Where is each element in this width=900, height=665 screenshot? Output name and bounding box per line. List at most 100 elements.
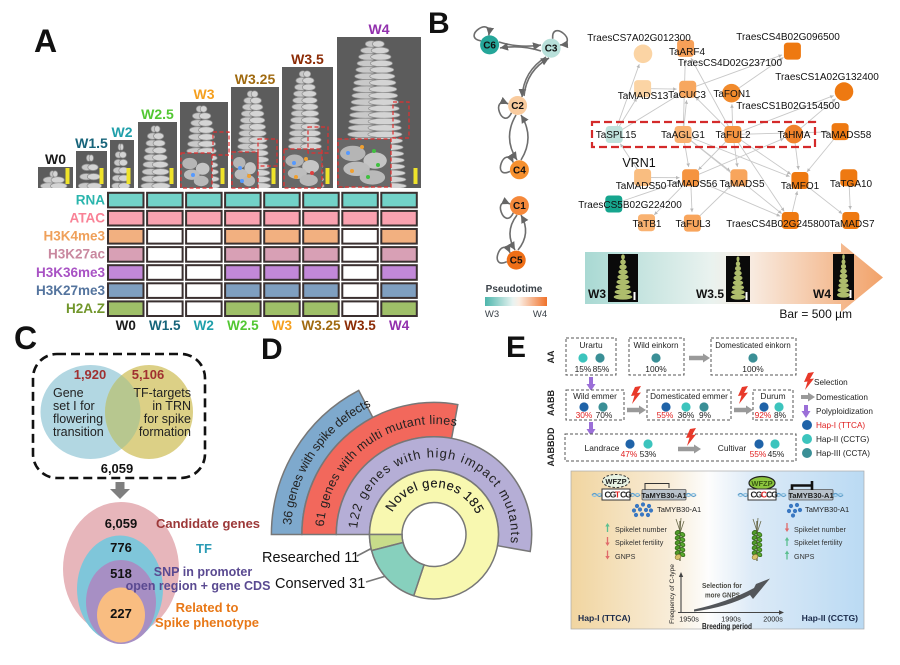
svg-text:5,106: 5,106: [132, 367, 165, 382]
svg-text:Durum: Durum: [760, 391, 785, 401]
svg-text:Bar = 500 µm: Bar = 500 µm: [779, 307, 852, 321]
svg-text:W3: W3: [272, 318, 293, 333]
svg-text:C4: C4: [513, 165, 526, 176]
svg-text:Hap-II (CCTG): Hap-II (CCTG): [802, 613, 858, 623]
svg-text:Domestication: Domestication: [816, 393, 868, 402]
svg-text:W2: W2: [112, 124, 133, 140]
svg-text:C: C: [605, 490, 611, 500]
svg-text:AA: AA: [546, 350, 556, 363]
svg-text:TF-targets: TF-targets: [133, 386, 191, 400]
svg-text:Conserved 31: Conserved 31: [275, 576, 365, 592]
svg-text:45%: 45%: [768, 449, 785, 459]
svg-text:TaMYB30-A1: TaMYB30-A1: [805, 505, 849, 514]
svg-text:W2.5: W2.5: [141, 106, 174, 122]
svg-text:TaFUL2: TaFUL2: [715, 130, 750, 141]
svg-text:92%: 92%: [755, 410, 772, 420]
svg-text:Urartu: Urartu: [579, 340, 603, 350]
svg-text:227: 227: [110, 606, 132, 621]
svg-text:Breeding period: Breeding period: [702, 622, 752, 631]
svg-text:A: A: [34, 23, 57, 59]
svg-text:H3K4me3: H3K4me3: [43, 229, 105, 244]
svg-text:C6: C6: [483, 40, 496, 51]
svg-text:C: C: [14, 320, 37, 356]
svg-text:TaMYB30-A1: TaMYB30-A1: [641, 491, 686, 500]
svg-text:TaMFO1: TaMFO1: [781, 181, 820, 192]
svg-text:36%: 36%: [678, 410, 695, 420]
svg-text:W3.25: W3.25: [235, 71, 276, 87]
svg-text:E: E: [506, 331, 526, 364]
svg-text:GNPS: GNPS: [794, 552, 815, 561]
svg-text:TaMYB30-A1: TaMYB30-A1: [788, 491, 833, 500]
svg-text:W1.5: W1.5: [149, 318, 181, 333]
svg-text:TaTB1: TaTB1: [633, 219, 662, 230]
svg-text:Hap-III (CCTA): Hap-III (CCTA): [816, 449, 870, 458]
svg-text:W0: W0: [116, 318, 136, 333]
svg-text:1990s: 1990s: [721, 615, 741, 624]
svg-text:Selection for: Selection for: [702, 581, 742, 590]
svg-text:TaSPL15: TaSPL15: [596, 130, 637, 141]
svg-text:Spikelet fertility: Spikelet fertility: [794, 538, 843, 547]
svg-text:TraesCS4D02G237100: TraesCS4D02G237100: [678, 58, 783, 69]
svg-text:C5: C5: [510, 256, 523, 267]
svg-text:55%: 55%: [657, 410, 674, 420]
svg-text:TaFUL3: TaFUL3: [675, 219, 710, 230]
svg-text:Related to: Related to: [176, 600, 239, 615]
svg-text:TaMADS56: TaMADS56: [667, 179, 718, 190]
svg-text:TaAGLG1: TaAGLG1: [661, 130, 705, 141]
svg-text:TraesCS1B02G154500: TraesCS1B02G154500: [736, 101, 840, 112]
svg-text:TaMADS13: TaMADS13: [618, 91, 669, 102]
svg-text:W3.25: W3.25: [301, 318, 341, 333]
svg-text:TaHMA: TaHMA: [778, 130, 811, 141]
svg-text:W3.5: W3.5: [344, 318, 376, 333]
svg-text:30%: 30%: [576, 410, 593, 420]
svg-text:776: 776: [110, 540, 132, 555]
svg-text:TaMADS5: TaMADS5: [719, 179, 764, 190]
svg-text:C1: C1: [513, 201, 526, 212]
svg-text:in TRN: in TRN: [152, 399, 191, 413]
svg-text:70%: 70%: [596, 410, 613, 420]
svg-text:TaFON1: TaFON1: [713, 89, 751, 100]
svg-text:H2A.Z: H2A.Z: [66, 301, 105, 316]
svg-text:55%: 55%: [750, 449, 767, 459]
svg-text:transition: transition: [53, 425, 104, 439]
svg-text:G: G: [771, 490, 778, 500]
svg-text:TF: TF: [196, 541, 212, 556]
svg-text:TraesCS7A02G012300: TraesCS7A02G012300: [587, 33, 691, 44]
svg-text:2000s: 2000s: [763, 615, 783, 624]
svg-text:D: D: [261, 333, 283, 366]
svg-text:formation: formation: [139, 425, 191, 439]
svg-text:Researched 11: Researched 11: [262, 550, 359, 566]
svg-text:1950s: 1950s: [679, 615, 699, 624]
svg-text:G: G: [610, 490, 617, 500]
svg-text:B: B: [428, 7, 450, 40]
svg-text:G: G: [756, 490, 763, 500]
svg-text:W4: W4: [369, 21, 390, 37]
svg-text:C: C: [751, 490, 757, 500]
svg-text:W0: W0: [45, 151, 66, 167]
svg-text:SNP in promoter: SNP in promoter: [154, 565, 253, 579]
svg-text:AABBDD: AABBDD: [546, 427, 556, 466]
svg-text:100%: 100%: [645, 364, 667, 374]
svg-text:C: C: [766, 490, 772, 500]
svg-text:for spike: for spike: [144, 412, 191, 426]
svg-text:W4: W4: [533, 309, 547, 320]
svg-text:W3: W3: [194, 86, 215, 102]
svg-text:more GNPS: more GNPS: [705, 591, 740, 600]
svg-text:TraesCS5B02G224200: TraesCS5B02G224200: [578, 200, 682, 211]
svg-text:C: C: [620, 490, 626, 500]
svg-text:Spikelet number: Spikelet number: [615, 525, 668, 534]
svg-text:W3: W3: [588, 287, 606, 301]
svg-text:100%: 100%: [742, 364, 764, 374]
svg-text:ATAC: ATAC: [70, 211, 106, 226]
svg-text:TraesCS1A02G132400: TraesCS1A02G132400: [775, 72, 879, 83]
svg-text:Spike phenotype: Spike phenotype: [155, 615, 259, 630]
svg-text:TaARF4: TaARF4: [669, 47, 706, 58]
svg-text:open region + gene CDS: open region + gene CDS: [126, 579, 271, 593]
svg-text:W2: W2: [194, 318, 214, 333]
svg-text:C: C: [761, 490, 767, 500]
svg-text:TaMYB30-A1: TaMYB30-A1: [657, 505, 701, 514]
svg-text:W3.5: W3.5: [696, 287, 724, 301]
svg-text:C2: C2: [511, 101, 524, 112]
svg-text:TaMADS7: TaMADS7: [829, 219, 874, 230]
svg-text:53%: 53%: [640, 449, 657, 459]
